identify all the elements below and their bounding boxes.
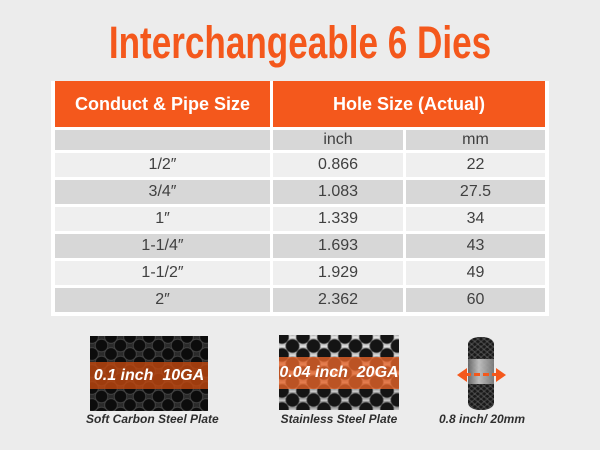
table-row-inch: 1.339 xyxy=(273,207,403,231)
unit-label-mm: mm xyxy=(406,130,545,150)
table-row-inch: 0.866 xyxy=(273,153,403,177)
table-row-size: 3/4″ xyxy=(55,180,270,204)
table-row-mm: 49 xyxy=(406,261,545,285)
table-row-mm: 27.5 xyxy=(406,180,545,204)
table-row-size: 1-1/2″ xyxy=(55,261,270,285)
table-header-hole-size: Hole Size (Actual) xyxy=(273,81,545,127)
table-row-inch: 1.929 xyxy=(273,261,403,285)
size-table: Conduct & Pipe Size Hole Size (Actual) i… xyxy=(51,81,549,316)
table-row-mm: 22 xyxy=(406,153,545,177)
table-row-inch: 1.693 xyxy=(273,234,403,258)
caption-carbon-plate: Soft Carbon Steel Plate xyxy=(86,412,219,426)
caption-die-size: 0.8 inch/ 20mm xyxy=(438,412,526,426)
table-row-mm: 43 xyxy=(406,234,545,258)
carbon-steel-plate-image: 0.1 inch 10GA xyxy=(90,336,208,411)
table-row-size: 1″ xyxy=(55,207,270,231)
unit-row-empty-cell xyxy=(55,130,270,150)
table-row-inch: 1.083 xyxy=(273,180,403,204)
arrowhead-left-icon xyxy=(457,368,467,382)
diameter-arrow-icon xyxy=(457,368,506,382)
table-row-inch: 2.362 xyxy=(273,288,403,312)
arrowhead-right-icon xyxy=(496,368,506,382)
table-row-mm: 60 xyxy=(406,288,545,312)
table-row-size: 1/2″ xyxy=(55,153,270,177)
die-middle-band xyxy=(468,359,494,384)
thickness-badge-carbon: 0.1 inch 10GA xyxy=(90,362,208,389)
stainless-steel-plate-image: 0.04 inch 20GA xyxy=(279,335,399,410)
table-row-mm: 34 xyxy=(406,207,545,231)
thickness-badge-stainless: 0.04 inch 20GA xyxy=(279,357,399,389)
table-header-pipe-size: Conduct & Pipe Size xyxy=(55,81,270,127)
table-row-size: 1-1/4″ xyxy=(55,234,270,258)
unit-label-inch: inch xyxy=(273,130,403,150)
table-row-size: 2″ xyxy=(55,288,270,312)
page-title: Interchangeable 6 Dies xyxy=(108,17,492,68)
caption-stainless-plate: Stainless Steel Plate xyxy=(280,412,398,426)
arrow-dashed-line xyxy=(465,373,498,376)
